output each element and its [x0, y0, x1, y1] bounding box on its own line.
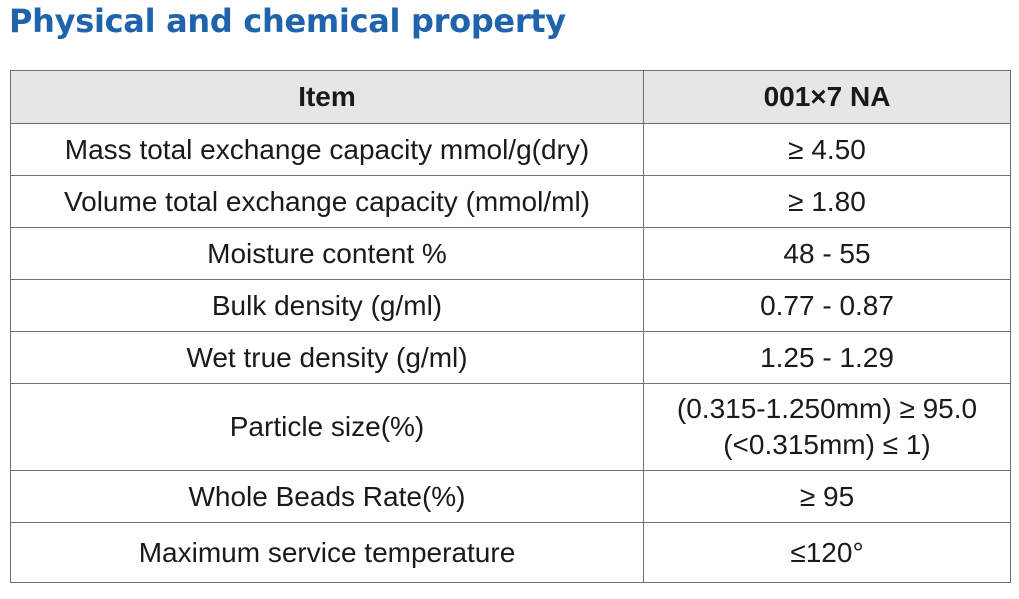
page-title: Physical and chemical property — [9, 2, 566, 40]
column-header-value: 001×7 NA — [643, 70, 1011, 124]
row-value: ≥ 4.50 — [643, 123, 1011, 176]
table-row: Volume total exchange capacity (mmol/ml)… — [10, 175, 1011, 228]
row-item-label: Wet true density (g/ml) — [10, 331, 644, 384]
row-item-label: Moisture content % — [10, 227, 644, 280]
row-value: 1.25 - 1.29 — [643, 331, 1011, 384]
table-header-row: Item 001×7 NA — [10, 70, 1011, 124]
column-header-item: Item — [10, 70, 644, 124]
row-value: 48 - 55 — [643, 227, 1011, 280]
row-item-label: Maximum service temperature — [10, 522, 644, 583]
row-item-label: Volume total exchange capacity (mmol/ml) — [10, 175, 644, 228]
row-item-label: Particle size(%) — [10, 383, 644, 471]
row-item-label: Mass total exchange capacity mmol/g(dry) — [10, 123, 644, 176]
row-value-line: (0.315-1.250mm) ≥ 95.0 — [676, 393, 978, 424]
table-row: Wet true density (g/ml) 1.25 - 1.29 — [10, 331, 1011, 384]
row-item-label: Bulk density (g/ml) — [10, 279, 644, 332]
row-value: 0.77 - 0.87 — [643, 279, 1011, 332]
table-row: Bulk density (g/ml) 0.77 - 0.87 — [10, 279, 1011, 332]
row-value: (0.315-1.250mm) ≥ 95.0 (<0.315mm) ≤ 1) — [643, 383, 1011, 471]
row-value: ≥ 95 — [643, 470, 1011, 523]
row-item-label: Whole Beads Rate(%) — [10, 470, 644, 523]
table-row: Mass total exchange capacity mmol/g(dry)… — [10, 123, 1011, 176]
table-row: Whole Beads Rate(%) ≥ 95 — [10, 470, 1011, 523]
table-row: Moisture content % 48 - 55 — [10, 227, 1011, 280]
property-table: Item 001×7 NA Mass total exchange capaci… — [10, 70, 1011, 583]
row-value: ≤120° — [643, 522, 1011, 583]
table-row: Maximum service temperature ≤120° — [10, 522, 1011, 583]
row-value: ≥ 1.80 — [643, 175, 1011, 228]
row-value-line: (<0.315mm) ≤ 1) — [723, 429, 931, 460]
table-row: Particle size(%) (0.315-1.250mm) ≥ 95.0 … — [10, 383, 1011, 471]
